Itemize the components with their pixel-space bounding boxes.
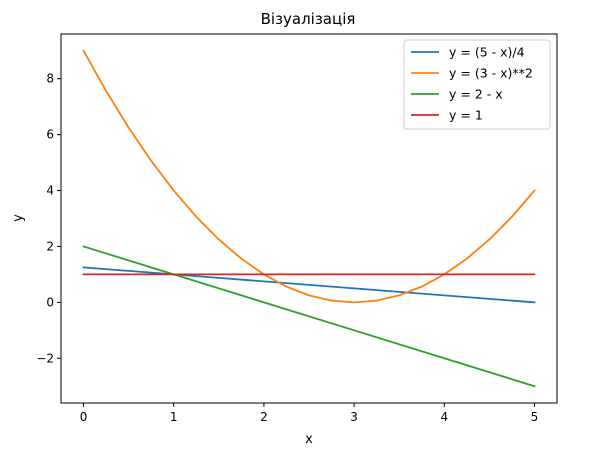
x-tick-label-2: 2 xyxy=(260,410,268,424)
legend-label-0: y = (5 - x)/4 xyxy=(449,45,525,60)
legend-entries: y = (5 - x)/4 y = (3 - x)**2 y = 2 - x y = … xyxy=(411,45,533,123)
series-line-1 xyxy=(82,49,536,304)
y-tick-label-3: 4 xyxy=(46,184,54,198)
axes-frame xyxy=(60,33,558,404)
legend-label-3: y = 1 xyxy=(449,108,483,123)
legend-label-2: y = 2 - x xyxy=(449,87,503,102)
y-tick-label-0: −2 xyxy=(36,351,54,365)
series-layer xyxy=(82,49,536,388)
y-axis-label: y xyxy=(11,214,26,222)
y-tick-label-4: 6 xyxy=(46,128,54,142)
x-tick-label-3: 3 xyxy=(350,410,358,424)
x-tick-label-4: 4 xyxy=(440,410,448,424)
legend-box xyxy=(403,39,551,130)
x-tick-label-0: 0 xyxy=(80,410,88,424)
y-axis-ticks: −2 0 2 4 6 8 xyxy=(36,72,61,365)
y-tick-label-2: 2 xyxy=(46,239,54,253)
x-axis-ticks: 0 1 2 3 4 5 xyxy=(80,403,539,424)
x-tick-label-5: 5 xyxy=(531,410,539,424)
series-line-0 xyxy=(82,266,536,304)
legend: y = (5 - x)/4 y = (3 - x)**2 y = 2 - x y = … xyxy=(403,39,551,130)
series-line-2 xyxy=(82,245,536,388)
legend-label-1: y = (3 - x)**2 xyxy=(449,66,533,81)
y-tick-label-5: 8 xyxy=(46,72,54,86)
plot-area: 0 1 2 3 4 5 −2 0 2 4 6 8 xyxy=(36,33,558,424)
x-tick-label-1: 1 xyxy=(170,410,178,424)
x-axis-label: x xyxy=(305,432,313,447)
chart-title: Візуалізація xyxy=(261,10,356,28)
y-tick-label-1: 0 xyxy=(46,295,54,309)
